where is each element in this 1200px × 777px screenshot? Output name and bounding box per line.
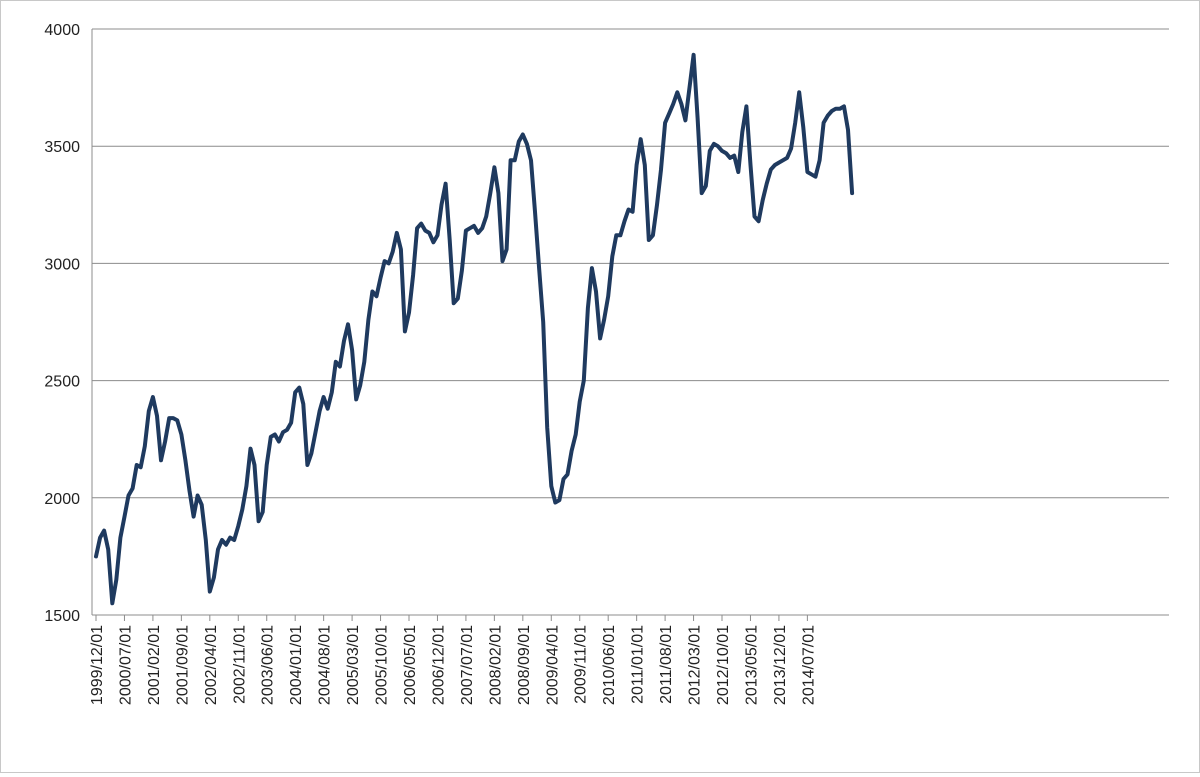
x-tick-label: 2009/11/01 — [573, 625, 590, 704]
x-tick-label: 2004/08/01 — [317, 625, 334, 705]
x-tick-label: 2005/03/01 — [345, 625, 362, 705]
x-tick-label: 2011/01/01 — [630, 625, 647, 704]
x-tick-label: 2009/04/01 — [544, 625, 561, 705]
x-tick-label: 2004/01/01 — [288, 625, 305, 705]
y-tick-label: 3000 — [44, 256, 80, 273]
x-tick-label: 2005/10/01 — [374, 625, 391, 705]
x-tick-label: 2006/05/01 — [402, 625, 419, 705]
x-axis: 1999/12/01 2000/07/01 2001/02/01 2001/09/01… — [89, 614, 1169, 705]
y-tick-label: 2500 — [44, 374, 80, 391]
x-tick-label: 2011/08/01 — [658, 625, 675, 704]
x-tick-label: 2012/10/01 — [715, 625, 732, 705]
x-tick-label: 2000/07/01 — [117, 625, 134, 705]
x-tick-label: 2008/09/01 — [516, 625, 533, 705]
x-tick-label: 2001/02/01 — [146, 625, 163, 705]
x-tick-label: 2008/02/01 — [487, 625, 504, 705]
plot-area — [94, 52, 855, 606]
x-tick-label: 2007/07/01 — [459, 625, 476, 705]
x-tick-label: 2002/04/01 — [203, 625, 220, 705]
y-tick-label: 2000 — [44, 491, 80, 508]
gridlines — [92, 28, 1169, 616]
series-line — [94, 52, 855, 606]
x-tick-label: 2010/06/01 — [601, 625, 618, 705]
x-tick-label: 2001/09/01 — [174, 625, 191, 705]
x-tick-label: 1999/12/01 — [89, 625, 106, 705]
y-tick-label: 3500 — [44, 139, 80, 156]
x-tick-label: 2013/05/01 — [743, 625, 760, 705]
x-tick-label: 2013/12/01 — [772, 625, 789, 705]
x-tick-label: 2003/06/01 — [260, 625, 277, 705]
x-tick-label: 2002/11/01 — [231, 625, 248, 704]
x-tick-label: 2012/03/01 — [687, 625, 704, 705]
y-tick-label: 1500 — [44, 608, 80, 625]
x-tick-label: 2014/07/01 — [800, 625, 817, 705]
y-axis: 1500 2000 2500 3000 3500 4000 — [44, 22, 93, 625]
x-tick-label: 2006/12/01 — [430, 625, 447, 705]
y-tick-label: 4000 — [44, 22, 80, 39]
